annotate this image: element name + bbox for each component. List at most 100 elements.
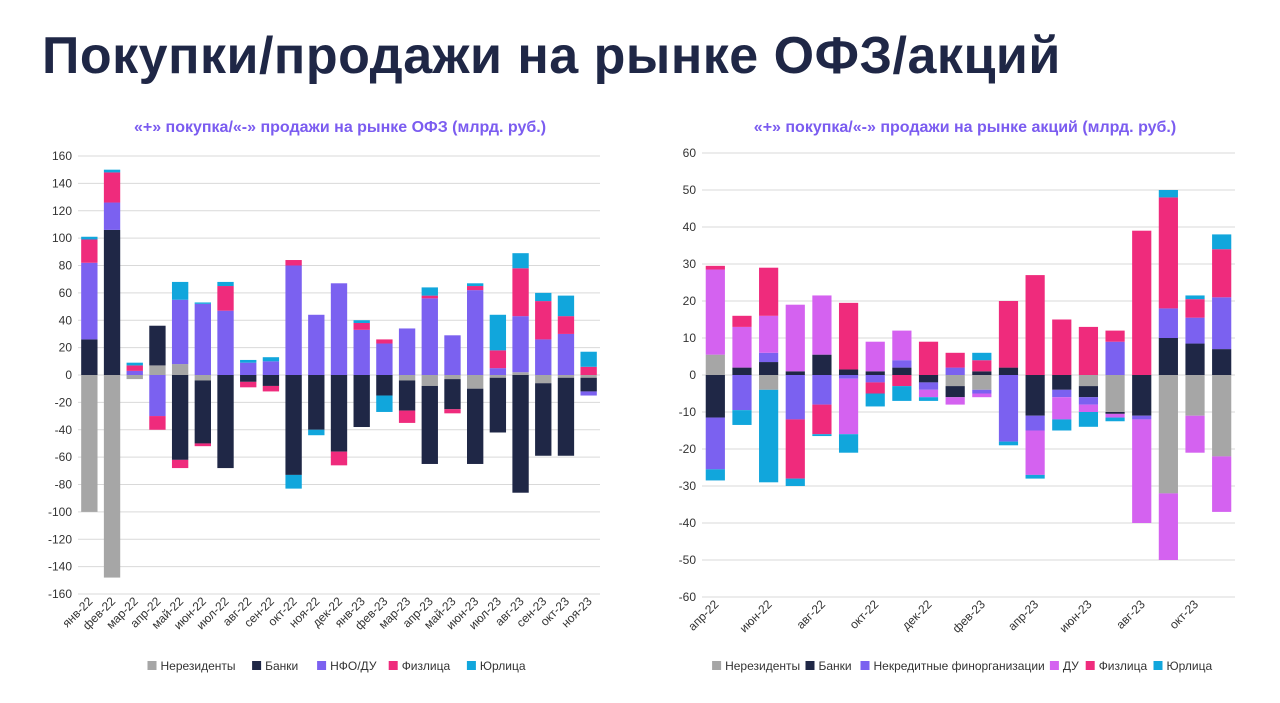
x-tick-label: апр-23: [1005, 597, 1041, 633]
bar-segment: [1132, 375, 1152, 416]
bar-segment: [103, 375, 121, 578]
bar-segment: [972, 371, 992, 375]
bar-segment: [557, 295, 575, 317]
y-tick-label: 100: [52, 231, 72, 245]
bar-segment: [785, 304, 805, 372]
bar-segment: [1105, 413, 1125, 418]
y-tick-label: 80: [59, 259, 73, 273]
bar-segment: [217, 281, 234, 287]
bar-segment: [1132, 419, 1152, 523]
y-tick-label: 60: [683, 146, 697, 160]
bar-segment: [1185, 299, 1205, 318]
bar-segment: [580, 351, 597, 367]
bar-segment: [918, 382, 939, 390]
bar-segment: [353, 375, 370, 428]
bar-segment: [398, 375, 416, 381]
bar-segment: [1212, 234, 1232, 250]
bar-segment: [1158, 375, 1178, 494]
x-tick-label: фев-23: [950, 597, 989, 636]
bar-segment: [705, 354, 725, 375]
bar-segment: [126, 370, 143, 375]
bar-segment: [945, 386, 965, 398]
bar-segment: [103, 169, 121, 173]
bar-segment: [785, 371, 805, 375]
bar-segment: [171, 299, 189, 365]
y-tick-label: 20: [683, 294, 697, 308]
bar-segment: [865, 382, 885, 394]
bar-segment: [580, 375, 597, 378]
legend-swatch: [466, 661, 476, 670]
bar-segment: [81, 339, 98, 375]
bar-segment: [285, 265, 302, 375]
y-tick-label: -10: [679, 405, 697, 419]
bar-segment: [308, 429, 325, 436]
bar-segment: [945, 375, 965, 387]
bar-segment: [535, 301, 552, 340]
bar-segment: [467, 290, 484, 375]
bar-segment: [838, 302, 859, 370]
legend-label: НФО/ДУ: [330, 659, 377, 673]
legend-label: Банки: [265, 659, 298, 673]
bar-segment: [262, 361, 280, 375]
bar-segment: [972, 393, 992, 398]
y-tick-label: -160: [48, 587, 72, 601]
bar-segment: [1158, 308, 1178, 338]
y-tick-label: 20: [59, 341, 73, 355]
bar-segment: [217, 286, 234, 311]
legend-swatch: [805, 661, 815, 670]
bar-segment: [972, 352, 992, 361]
stocks-chart-svg: «+» покупка/«-» продажи на рынке акций (…: [679, 119, 1235, 673]
bar-segment: [1052, 419, 1072, 431]
legend-label: Банки: [819, 659, 852, 673]
bar-segment: [330, 283, 348, 375]
bar-segment: [1185, 415, 1205, 453]
y-tick-label: -40: [679, 516, 697, 530]
bar-segment: [81, 262, 98, 340]
bar-segment: [103, 202, 121, 230]
bar-segment: [353, 329, 370, 375]
legend-swatch: [1049, 661, 1059, 670]
x-tick-label: авг-23: [1113, 597, 1148, 632]
bar-segment: [194, 443, 211, 447]
ofz-chart-svg: «+» покупка/«-» продажи на рынке ОФЗ (мл…: [48, 119, 600, 673]
bar-segment: [812, 295, 832, 355]
bar-segment: [535, 383, 552, 456]
bar-segment: [918, 389, 939, 398]
y-tick-label: -80: [55, 478, 73, 492]
stocks-chart: «+» покупка/«-» продажи на рынке акций (…: [660, 110, 1260, 700]
y-tick-label: -60: [679, 590, 697, 604]
bar-segment: [998, 301, 1019, 368]
bar-segment: [865, 375, 885, 383]
bar-segment: [1185, 295, 1205, 300]
bar-segment: [376, 395, 393, 412]
legend-label: Физлица: [1099, 659, 1148, 673]
bar-segment: [103, 172, 121, 203]
bar-segment: [1212, 456, 1232, 512]
bar-segment: [945, 367, 965, 375]
bar-segment: [398, 410, 416, 423]
bar-segment: [1105, 412, 1125, 414]
legend-label: Физлица: [402, 659, 451, 673]
bar-segment: [812, 404, 832, 435]
bar-segment: [512, 372, 529, 375]
bar-segment: [892, 375, 912, 387]
ofz-chart: «+» покупка/«-» продажи на рынке ОФЗ (мл…: [30, 110, 620, 700]
bar-segment: [444, 379, 461, 410]
bar-segment: [535, 292, 552, 302]
y-tick-label: -20: [679, 442, 697, 456]
legend-label: Некредитные финорганизации: [874, 659, 1045, 673]
y-tick-label: -50: [679, 553, 697, 567]
bar-segment: [892, 386, 912, 401]
bar-segment: [1078, 404, 1099, 412]
bar-segment: [489, 375, 507, 378]
bar-segment: [512, 316, 529, 373]
bar-segment: [240, 375, 257, 382]
bar-segment: [557, 377, 575, 456]
y-tick-label: -40: [55, 423, 73, 437]
bar-segment: [467, 286, 484, 291]
bar-segment: [759, 389, 779, 483]
bar-segment: [705, 469, 725, 481]
bar-segment: [918, 341, 939, 375]
bar-segment: [557, 333, 575, 375]
bar-segment: [512, 268, 529, 317]
